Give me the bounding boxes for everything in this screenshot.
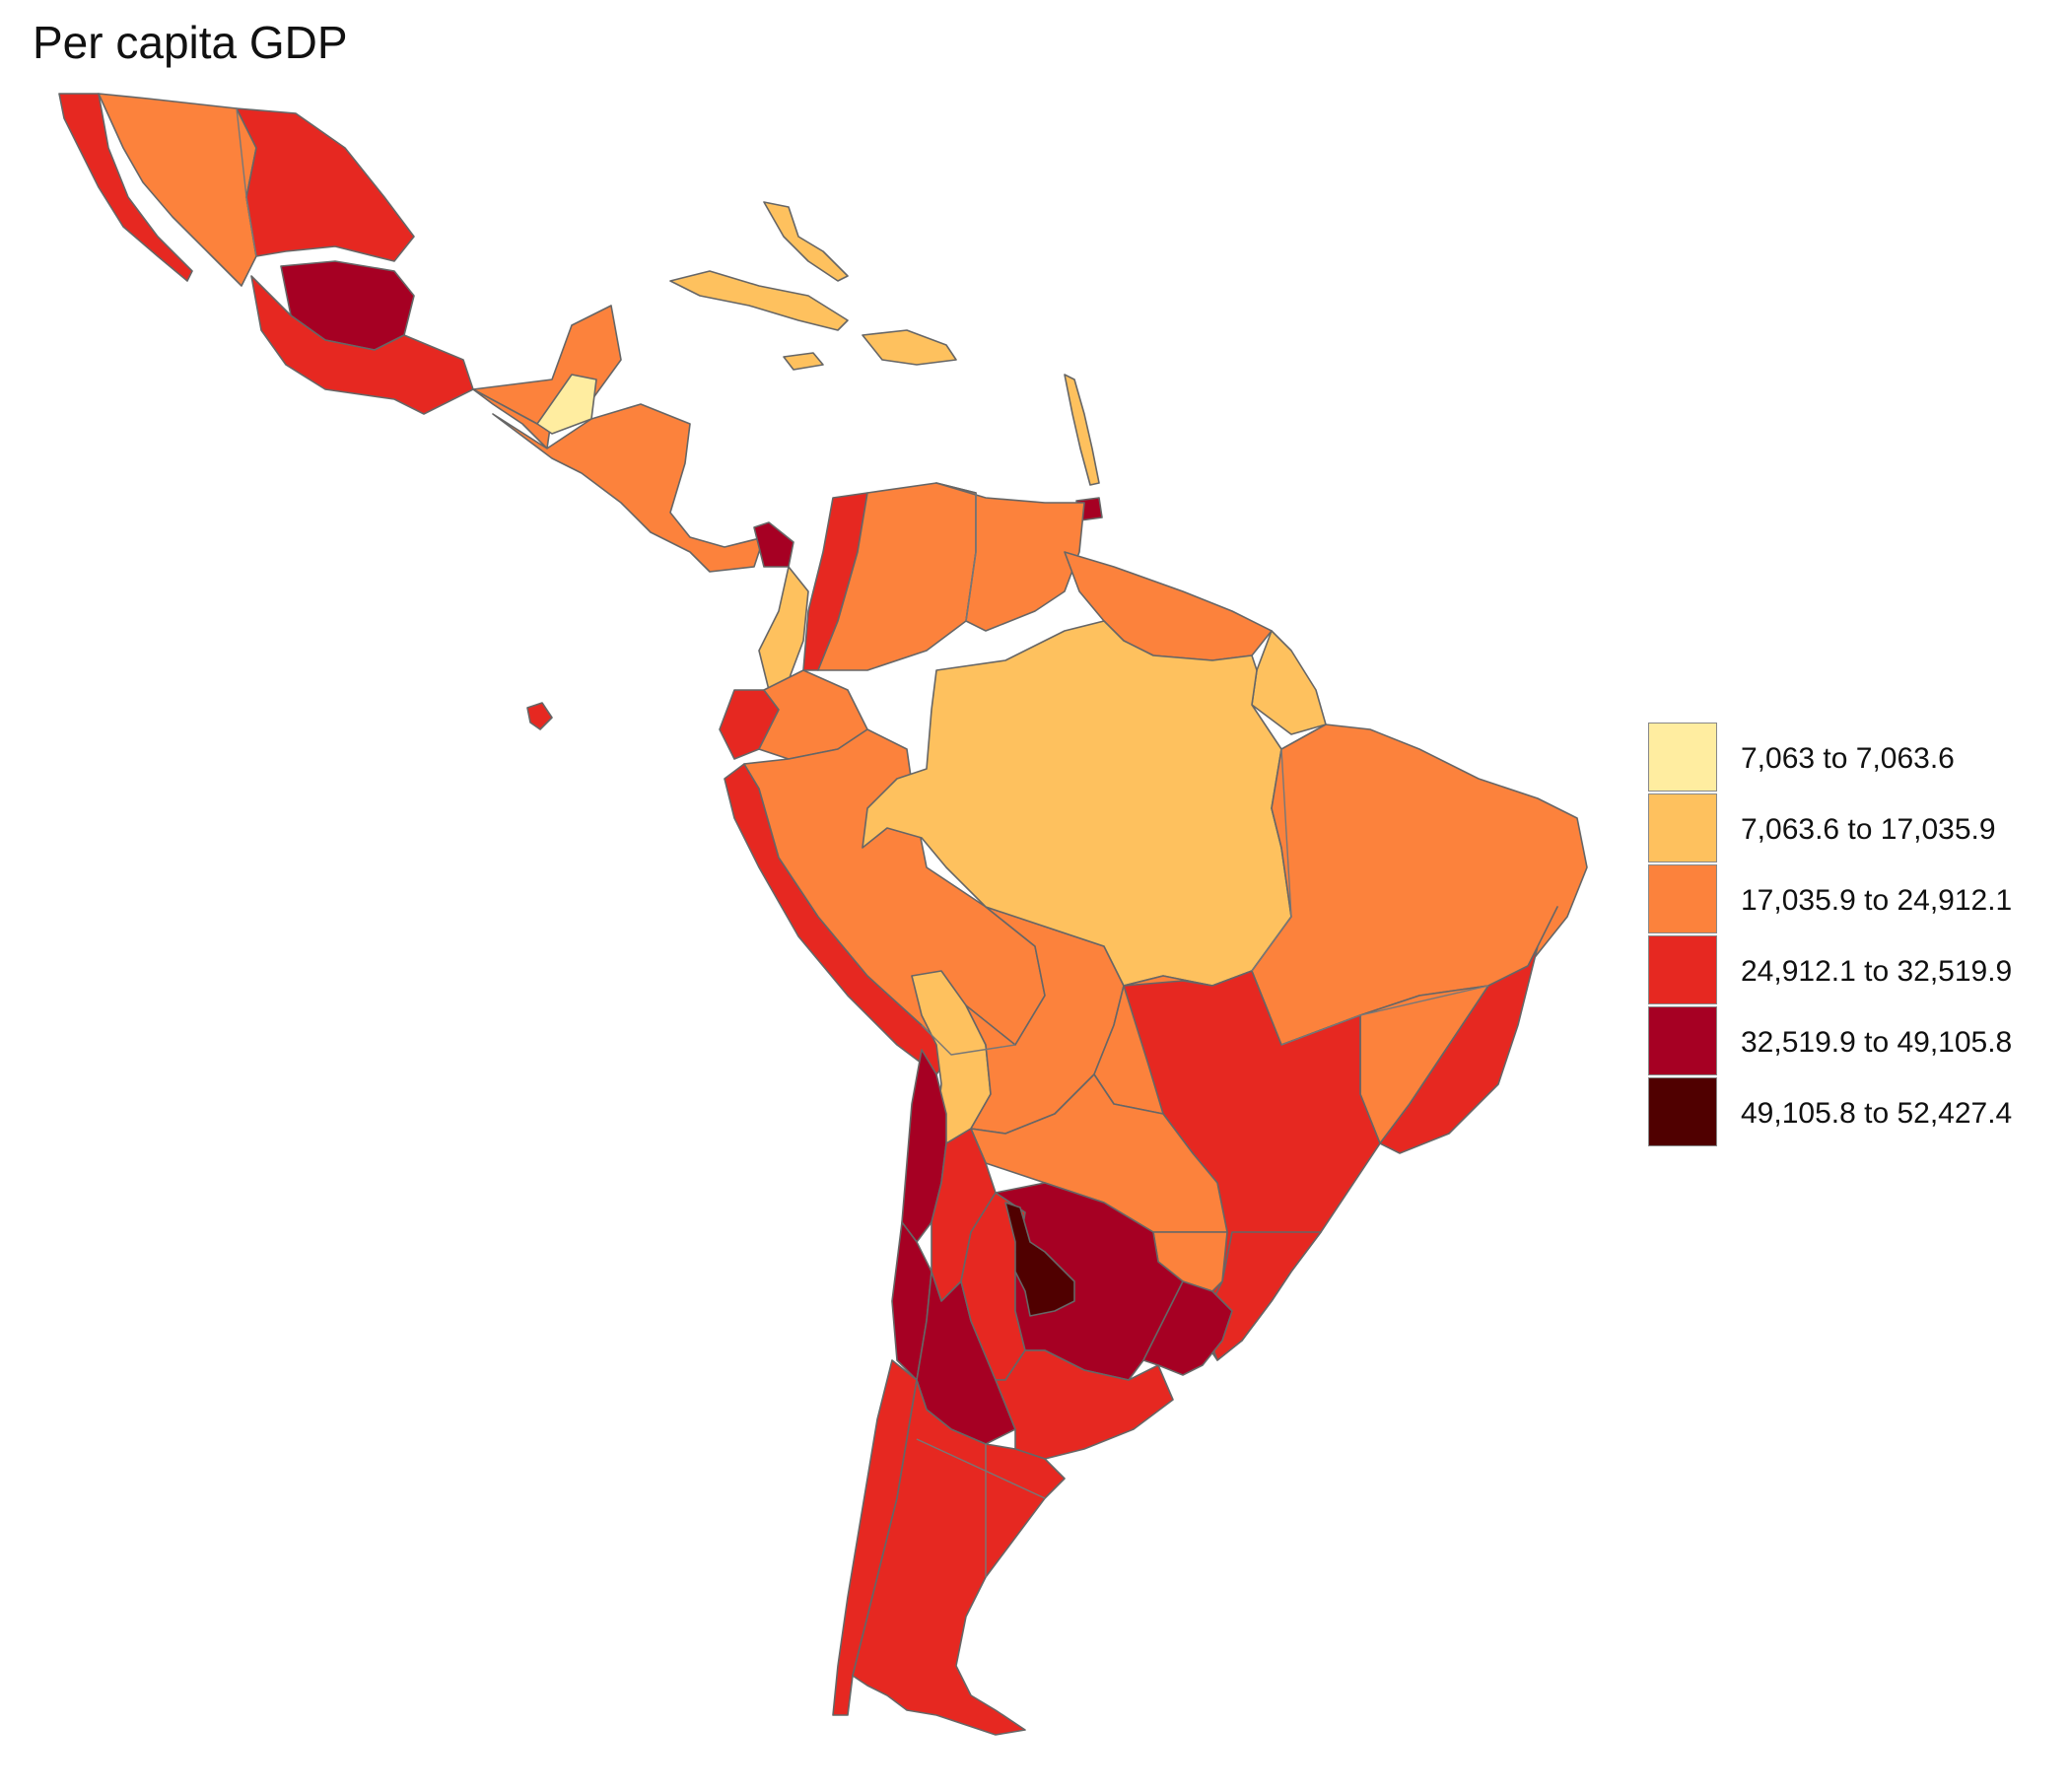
legend-swatch [1648, 1077, 1717, 1146]
region-argentina-pampas [995, 1182, 1184, 1381]
region-amapa [1251, 630, 1327, 735]
region-argentina-capital [1004, 1202, 1075, 1317]
region-belize-area [536, 374, 597, 435]
legend-label: 7,063 to 7,063.6 [1741, 742, 1955, 775]
legend-label: 24,912.1 to 32,519.9 [1741, 955, 2013, 988]
region-uruguay [1142, 1280, 1233, 1376]
region-central-america [492, 403, 765, 573]
legend-swatch [1648, 864, 1717, 933]
legend-swatch [1648, 935, 1717, 1004]
region-galapagos [526, 702, 553, 730]
legend-swatch [1648, 1006, 1717, 1075]
region-panama [753, 521, 794, 568]
legend-swatch [1648, 723, 1717, 792]
region-jamaica [783, 352, 824, 371]
legend-label: 32,519.9 to 49,105.8 [1741, 1026, 2013, 1059]
legend-label: 49,105.8 to 52,427.4 [1741, 1097, 2013, 1130]
region-brazil-southeast [1379, 906, 1558, 1154]
region-bahamas [763, 201, 849, 282]
region-northwest-mexico [98, 93, 257, 287]
legend-swatch [1648, 793, 1717, 862]
region-lesser-antilles [1064, 374, 1100, 486]
region-baja-california [58, 93, 193, 282]
region-argentina-cuyo [916, 1271, 1016, 1445]
region-hispaniola [862, 329, 957, 366]
region-bolivia-south [970, 1073, 1228, 1233]
legend-label: 17,035.9 to 24,912.1 [1741, 884, 2013, 917]
region-patagonia [852, 1379, 1066, 1736]
legend-label: 7,063.6 to 17,035.9 [1741, 813, 1996, 846]
region-north-mexico [236, 107, 415, 262]
region-cuba [669, 270, 849, 331]
map-title: Per capita GDP [33, 17, 348, 68]
